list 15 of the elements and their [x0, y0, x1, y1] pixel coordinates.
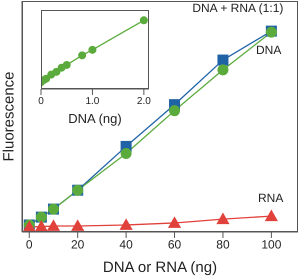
- y-axis-title: Fluorescence: [0, 71, 18, 162]
- x-tick-label: 80: [216, 238, 230, 252]
- x-tick-label: 40: [119, 238, 134, 252]
- series-label: RNA: [258, 191, 284, 206]
- series-label: DNA + RNA (1:1): [192, 1, 284, 16]
- x-tick-label: 0: [26, 238, 33, 252]
- x-axis-title: DNA or RNA (ng): [102, 259, 218, 276]
- x-tick-label: 20: [71, 238, 85, 252]
- x-axis-title: DNA (ng): [68, 111, 122, 126]
- x-tick-label: 0: [38, 96, 44, 108]
- x-tick-label: 2.0: [136, 96, 152, 108]
- x-tick-label: 60: [168, 238, 182, 252]
- x-tick-label: 1.0: [85, 96, 100, 108]
- series-label: DNA: [256, 43, 282, 58]
- x-tick-label: 100: [261, 238, 282, 252]
